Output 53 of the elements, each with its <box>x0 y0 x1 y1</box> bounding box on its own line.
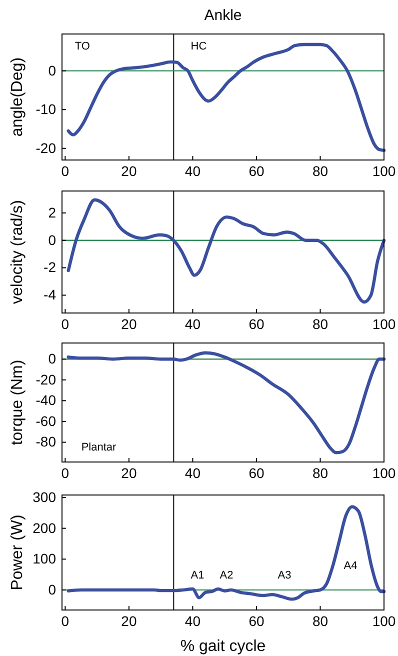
x-axis-title: % gait cycle <box>180 638 266 655</box>
x-tick-label: 80 <box>312 162 328 179</box>
y-tick-label: 2 <box>48 204 56 220</box>
y-tick-label: -60 <box>36 412 56 429</box>
y-tick-label: -40 <box>36 392 56 408</box>
y-axis-title: velocity (rad/s) <box>9 200 26 304</box>
x-tick-label: 80 <box>312 612 328 629</box>
annotation: TO <box>74 40 90 53</box>
x-tick-label: 60 <box>248 464 264 481</box>
y-tick-label: -80 <box>36 434 56 450</box>
x-tick-label: 40 <box>184 316 201 332</box>
x-tick-label: 60 <box>248 612 264 629</box>
annotation: Plantar <box>81 442 117 454</box>
x-tick-label: 20 <box>121 162 137 179</box>
annotation: HC <box>190 40 207 53</box>
y-tick-label: 0 <box>48 350 56 367</box>
x-tick-label: 100 <box>372 316 396 332</box>
x-tick-label: 40 <box>184 162 201 179</box>
x-tick-label: 20 <box>121 464 137 481</box>
x-tick-label: 60 <box>248 162 264 179</box>
y-tick-label: 0 <box>48 232 56 248</box>
annotation: A2 <box>220 569 234 582</box>
x-tick-label: 100 <box>372 612 396 629</box>
x-tick-label: 0 <box>61 316 70 332</box>
y-axis-title: Power (W) <box>9 514 26 590</box>
x-tick-label: 100 <box>372 162 396 179</box>
y-axis-title: angle(Deg) <box>9 57 26 137</box>
x-tick-label: 100 <box>372 464 396 481</box>
chart-title: Ankle <box>204 7 242 24</box>
x-tick-label: 80 <box>312 316 328 332</box>
y-tick-label: -10 <box>36 101 56 118</box>
x-tick-label: 40 <box>184 612 201 629</box>
x-tick-label: 0 <box>61 162 70 179</box>
y-tick-label: 100 <box>32 550 56 567</box>
y-tick-label: 0 <box>48 581 56 598</box>
x-tick-label: 0 <box>61 464 70 481</box>
y-tick-label: -4 <box>44 286 56 303</box>
y-tick-label: -20 <box>36 140 56 156</box>
y-tick-label: 0 <box>48 62 56 78</box>
x-tick-label: 0 <box>61 612 70 629</box>
y-tick-label: -2 <box>44 259 56 276</box>
y-axis-title: torque (Nm) <box>9 360 26 446</box>
x-tick-label: 40 <box>184 464 201 481</box>
y-tick-label: 300 <box>32 488 56 505</box>
annotation: A3 <box>278 569 292 582</box>
x-tick-label: 20 <box>121 316 137 332</box>
x-tick-label: 80 <box>312 464 328 481</box>
x-tick-label: 60 <box>248 316 264 332</box>
x-tick-label: 20 <box>121 612 137 629</box>
annotation: A4 <box>344 560 358 572</box>
y-tick-label: -20 <box>36 371 56 388</box>
y-tick-label: 200 <box>32 520 56 536</box>
annotation: A1 <box>190 569 204 582</box>
